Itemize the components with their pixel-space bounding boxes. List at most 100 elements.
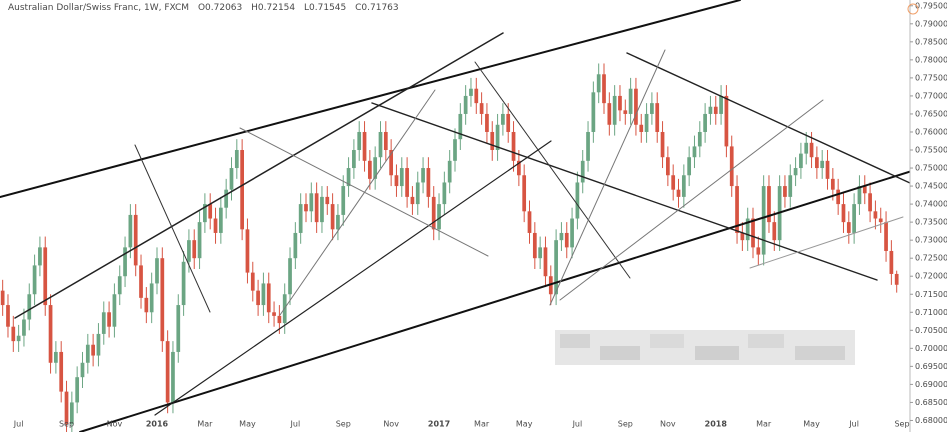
candle-body: [868, 193, 872, 212]
candle-body: [634, 88, 638, 125]
candle-body: [96, 333, 101, 356]
candle-body: [101, 312, 106, 334]
candle-body: [245, 229, 250, 273]
candle-body: [772, 222, 777, 241]
candle-body: [383, 131, 388, 151]
candle-body: [628, 88, 633, 114]
y-tick-label: 0.78000: [915, 55, 947, 64]
candle-body: [431, 196, 436, 230]
ohlc-value: 0.71763: [361, 3, 399, 13]
candle-body: [203, 204, 207, 223]
candle-body: [639, 124, 644, 132]
candle-body: [75, 377, 80, 403]
candle-body: [133, 214, 138, 266]
y-tick-label: 0.70000: [915, 344, 947, 353]
y-tick-label: 0.72000: [915, 272, 947, 281]
ohlc-key: L: [304, 3, 310, 13]
candle-body: [373, 157, 378, 179]
x-tick-label: Mar: [197, 420, 213, 429]
price-axis: [910, 0, 947, 432]
candle-body: [16, 335, 21, 342]
candle-body: [208, 204, 213, 219]
candle-body: [644, 113, 649, 132]
y-tick-label: 0.71500: [915, 290, 947, 299]
candle-body: [687, 157, 692, 176]
candle-body: [453, 139, 457, 161]
candle-body: [309, 193, 314, 212]
candle-body: [650, 103, 654, 114]
candle-body: [59, 351, 64, 392]
candle-body: [346, 168, 351, 187]
candle-body: [532, 232, 537, 259]
trendline: [154, 140, 552, 416]
symbol: Australian Dollar/Swiss Franc, 1W, FXCM: [8, 3, 190, 13]
candle-body: [341, 186, 346, 215]
candle-body: [367, 160, 372, 179]
candle-body: [469, 88, 473, 96]
y-tick-label: 0.74000: [915, 200, 947, 209]
trendline: [549, 49, 666, 306]
candle-body: [815, 157, 819, 169]
candle-body: [123, 247, 127, 277]
candle-body: [857, 186, 862, 205]
time-axis-labels: Jul Sep Nov 2016 Mar May Jul Sep Nov 2017 Mar May Ju…: [13, 420, 910, 429]
candle-body: [304, 204, 308, 212]
y-tick-label: 0.75500: [915, 146, 947, 155]
blur-block: [795, 346, 845, 360]
candle-body: [586, 131, 590, 161]
candle-body: [660, 131, 665, 158]
candle-body: [38, 247, 42, 266]
blur-block: [748, 334, 784, 348]
x-tick-label: 2017: [428, 420, 450, 429]
candle-body: [442, 182, 447, 205]
candle-body: [538, 247, 543, 259]
y-tick-label: 0.73500: [915, 218, 947, 227]
candle-body: [516, 160, 521, 176]
candle-body: [681, 175, 686, 197]
candle-body: [713, 106, 718, 114]
y-tick-label: 0.77000: [915, 91, 947, 100]
ohlc-value: 0.71545: [309, 3, 347, 13]
candle-body: [160, 258, 165, 342]
candle-body: [149, 283, 154, 313]
x-tick-label: 2018: [705, 420, 728, 429]
candle-body: [873, 211, 878, 219]
trendline: [626, 52, 947, 201]
candle-body: [362, 131, 367, 161]
trendline: [371, 102, 878, 281]
candle-body: [69, 402, 74, 425]
trendline: [239, 127, 489, 257]
candle-body: [320, 196, 324, 223]
candle-body: [527, 211, 532, 233]
y-tick-label: 0.68500: [915, 398, 947, 407]
candle-body: [165, 341, 170, 403]
candle-body: [197, 222, 202, 259]
candle-body: [6, 305, 10, 327]
trendline: [279, 89, 436, 316]
candle-body: [676, 189, 681, 197]
y-tick-label: 0.79000: [915, 19, 947, 28]
blur-block: [695, 346, 739, 360]
x-tick-label: Mar: [756, 420, 772, 429]
candle-body: [357, 131, 362, 151]
candle-body: [612, 95, 617, 125]
candle-body: [506, 113, 511, 132]
help-icon[interactable]: [907, 3, 919, 15]
x-tick-label: May: [516, 420, 533, 429]
candle-body: [325, 196, 330, 205]
trendline: [14, 32, 504, 319]
x-tick-label: May: [239, 420, 256, 429]
candle-body: [415, 182, 420, 205]
x-tick-label: Nov: [107, 420, 123, 429]
candle-body: [85, 344, 90, 363]
ohlc-key: O: [197, 3, 206, 13]
candle-body: [234, 150, 239, 169]
candle-body: [288, 258, 292, 295]
candle-body: [213, 218, 218, 233]
trendline: [134, 144, 211, 313]
candle-body: [830, 178, 835, 190]
candle-body: [266, 283, 271, 313]
candle-body: [32, 265, 37, 295]
symbol-header: Australian Dollar/Swiss Franc, 1W, FXCM …: [8, 3, 399, 13]
